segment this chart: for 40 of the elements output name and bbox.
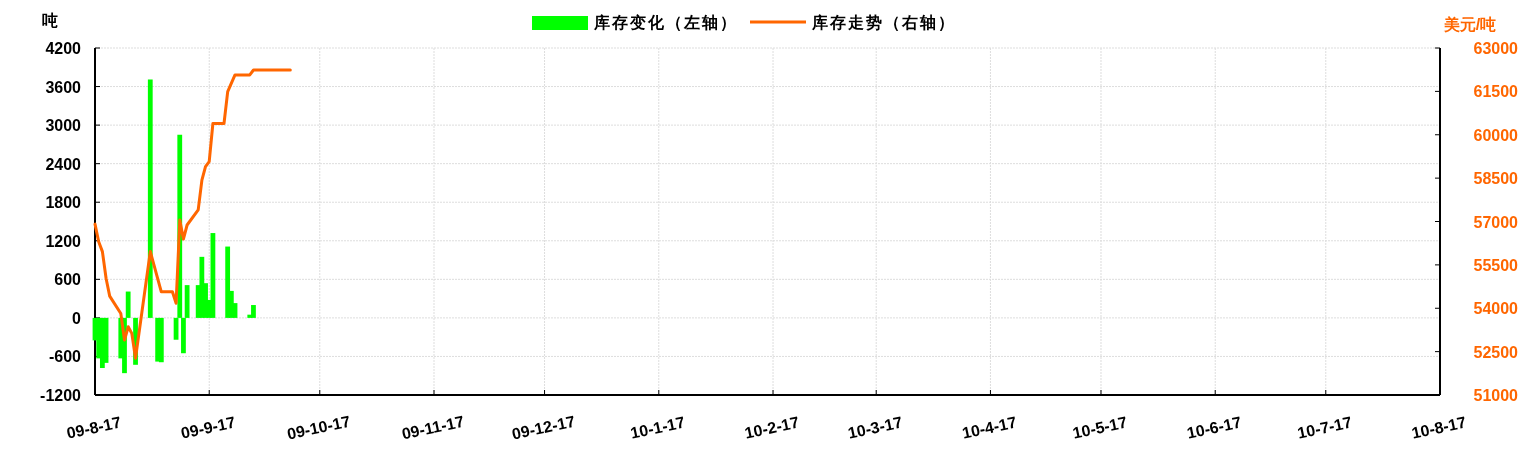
bar: [251, 305, 256, 318]
x-tick-label: 10-6-17: [1185, 413, 1243, 442]
legend-label: 库存走势（右轴）: [811, 14, 956, 32]
y2-tick-label: 55500: [1473, 256, 1519, 274]
y-tick-label: -1200: [40, 387, 82, 404]
y2-axis-title: 美元/吨: [1442, 15, 1497, 33]
x-tick-label: 10-5-17: [1071, 413, 1129, 442]
y2-tick-label: 60000: [1473, 126, 1519, 144]
y-tick-label: 3000: [45, 117, 82, 135]
x-tick-label: 10-2-17: [743, 413, 801, 442]
x-tick-label: 09-10-17: [285, 412, 352, 443]
y2-tick-label: 57000: [1473, 213, 1519, 231]
x-tick-label: 09-12-17: [510, 412, 577, 443]
x-tick-label: 10-8-17: [1410, 413, 1468, 442]
y-tick-label: 1800: [45, 194, 82, 212]
bar: [147, 79, 153, 318]
y2-tick-label: 54000: [1473, 300, 1519, 318]
line-series: [93, 68, 292, 360]
y2-tick-label: 58500: [1473, 170, 1519, 188]
x-tick-label: 10-7-17: [1295, 413, 1354, 442]
y2-tick-label: 51000: [1473, 387, 1519, 404]
y2-tick-label: 52500: [1473, 343, 1519, 361]
legend-label: 库存变化（左轴）: [593, 14, 738, 32]
x-tick-label: 10-3-17: [846, 413, 904, 442]
y-tick-label: 0: [72, 309, 82, 327]
y2-tick-label: 61500: [1473, 83, 1519, 101]
x-tick-label: 10-4-17: [960, 413, 1019, 442]
y-tick-label: 2400: [45, 155, 82, 173]
y-tick-label: 1200: [45, 232, 82, 250]
y2-tick-label: 63000: [1473, 40, 1519, 57]
y-axis-title: 吨: [42, 12, 58, 29]
x-tick-label: 09-11-17: [400, 412, 466, 443]
y-tick-label: -600: [48, 348, 82, 366]
x-tick-label: 10-1-17: [628, 413, 687, 442]
y-tick-label: 3600: [45, 78, 82, 96]
x-tick-label: 09-8-17: [65, 413, 123, 442]
x-tick-label: 09-9-17: [179, 413, 237, 442]
y-tick-label: 600: [54, 271, 82, 289]
y-tick-label: 4200: [45, 40, 82, 57]
bar: [225, 246, 231, 318]
